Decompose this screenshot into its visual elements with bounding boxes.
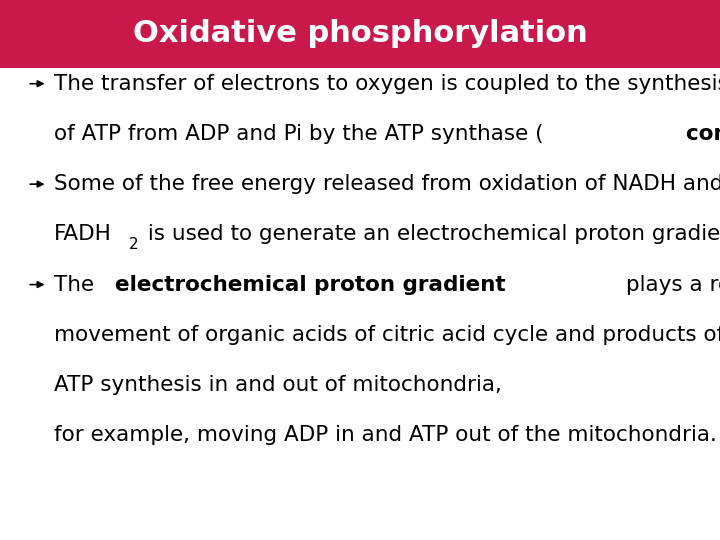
Text: of ATP from ADP and Pi by the ATP synthase (: of ATP from ADP and Pi by the ATP syntha… (54, 124, 544, 144)
Text: is used to generate an electrochemical proton gradient.: is used to generate an electrochemical p… (141, 224, 720, 245)
Text: movement of organic acids of citric acid cycle and products of: movement of organic acids of citric acid… (54, 325, 720, 345)
Text: for example, moving ADP in and ATP out of the mitochondria.: for example, moving ADP in and ATP out o… (54, 425, 717, 446)
Text: FADH: FADH (54, 224, 112, 245)
Text: ATP synthesis in and out of mitochondria,: ATP synthesis in and out of mitochondria… (54, 375, 502, 395)
Text: Some of the free energy released from oxidation of NADH and: Some of the free energy released from ox… (54, 174, 720, 194)
Text: Oxidative phosphorylation: Oxidative phosphorylation (132, 19, 588, 48)
Text: The: The (54, 274, 101, 295)
Text: 2: 2 (129, 237, 138, 252)
Text: complex V: complex V (685, 124, 720, 144)
Bar (0, 0, 720, 68)
Text: electrochemical proton gradient: electrochemical proton gradient (114, 274, 505, 295)
Text: The transfer of electrons to oxygen is coupled to the synthesis: The transfer of electrons to oxygen is c… (54, 73, 720, 94)
Text: plays a role in the: plays a role in the (618, 274, 720, 295)
